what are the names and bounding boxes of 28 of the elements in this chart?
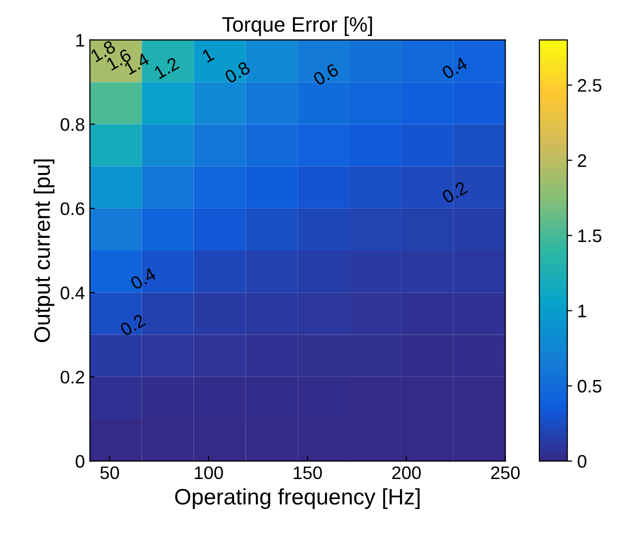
annotation: 0.8	[224, 60, 251, 84]
annotation: 0.2	[441, 180, 468, 204]
y-tick-label: 0.2	[60, 370, 84, 384]
color-bar-label: 2	[578, 154, 586, 167]
y-tick-label: 0.4	[60, 286, 85, 300]
y-tick-label: 0.6	[60, 202, 84, 216]
x-tick-label: 150	[294, 466, 322, 480]
x-tick-label: 100	[194, 466, 223, 480]
annotation: 0.4	[441, 56, 468, 80]
chart-title: Torque Error [%]	[222, 16, 372, 36]
color-bar-label: 0.5	[578, 380, 602, 393]
annotation: 0.4	[130, 267, 157, 290]
color-bar-label: 2.5	[578, 79, 602, 92]
x-tick-label: 250	[491, 466, 520, 480]
y-tick-label: 1	[76, 34, 84, 47]
color-bar-label: 1	[578, 304, 586, 318]
y-tick-label: 0	[76, 454, 84, 468]
x-axis-title: Operating frequency [Hz]	[175, 488, 420, 510]
y-axis-title: Output current [pu]	[34, 159, 54, 342]
color-bar-label: 0	[578, 454, 586, 468]
color-bar-label: 1.5	[578, 230, 602, 242]
y-tick-label: 0.8	[60, 118, 84, 131]
annotation: 0.6	[312, 63, 340, 86]
x-tick-label: 50	[100, 466, 120, 480]
annotation: 1.2	[154, 56, 180, 80]
x-tick-label: 200	[392, 466, 421, 480]
annotation: 1	[202, 48, 215, 63]
annotation: 0.2	[119, 314, 146, 336]
